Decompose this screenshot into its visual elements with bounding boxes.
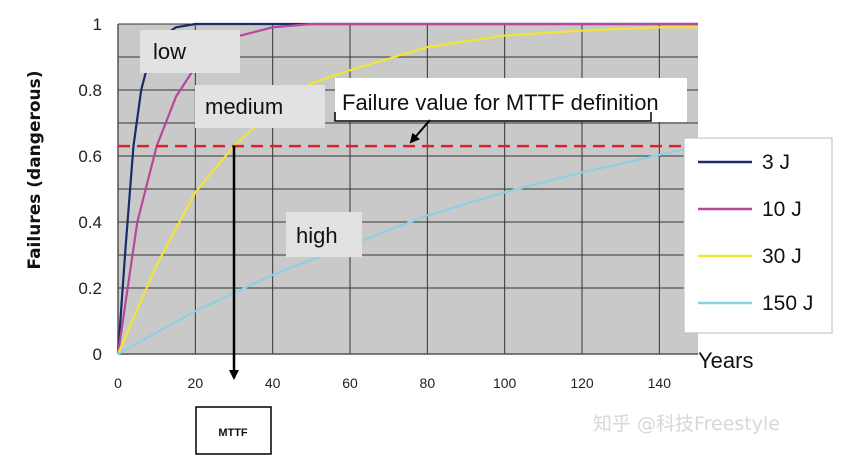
medium-label-box: [195, 85, 325, 128]
legend: 3 J 10 J 30 J 150 J: [683, 137, 833, 334]
x-tick-label: 60: [342, 375, 358, 391]
x-tick-label: 120: [570, 375, 594, 391]
watermark: 知乎 @科技Freestyle: [593, 413, 780, 435]
y-tick-label: 0.2: [78, 279, 102, 298]
medium-label: medium: [205, 94, 283, 119]
y-tick-labels: 0 0.2 0.4 0.6 0.8 1: [78, 15, 102, 364]
failure-value-label: Failure value for MTTF definition: [342, 90, 659, 115]
series-line-30j: [116, 26, 698, 355]
axes: [117, 24, 698, 355]
high-label: high: [296, 223, 338, 248]
legend-label: 150 J: [762, 292, 813, 315]
series-line-150j: [117, 145, 699, 355]
high-label-box: [286, 212, 362, 257]
mttf-label: MTTF: [218, 427, 248, 439]
x-tick-label: 100: [493, 375, 517, 391]
legend-label: 10 J: [762, 198, 802, 221]
x-axis-label: Years: [698, 348, 753, 373]
failure-value-label-box: [335, 78, 687, 122]
low-label: low: [153, 39, 186, 64]
legend-box: [683, 137, 833, 334]
y-tick-label: 0.8: [78, 81, 102, 100]
y-tick-label: 0.4: [78, 213, 102, 232]
failure-value-pointer: [409, 119, 431, 144]
y-tick-label: 0: [93, 345, 102, 364]
x-tick-label: 20: [188, 375, 204, 391]
mttf-box: [195, 406, 272, 455]
x-tick-label: 40: [265, 375, 281, 391]
x-tick-label: 140: [648, 375, 672, 391]
y-axis-label: Failures (dangerous): [25, 70, 45, 269]
x-tick-labels: 0 20 40 60 80 100 120 140: [114, 375, 671, 391]
legend-label: 3 J: [762, 151, 790, 174]
failure-value-bracket: [334, 112, 652, 122]
x-tick-label: 80: [420, 375, 436, 391]
y-tick-label: 0.6: [78, 147, 102, 166]
x-tick-label: 0: [114, 375, 122, 391]
low-label-box: [140, 30, 240, 73]
y-tick-label: 1: [93, 15, 102, 34]
legend-label: 30 J: [762, 245, 802, 268]
